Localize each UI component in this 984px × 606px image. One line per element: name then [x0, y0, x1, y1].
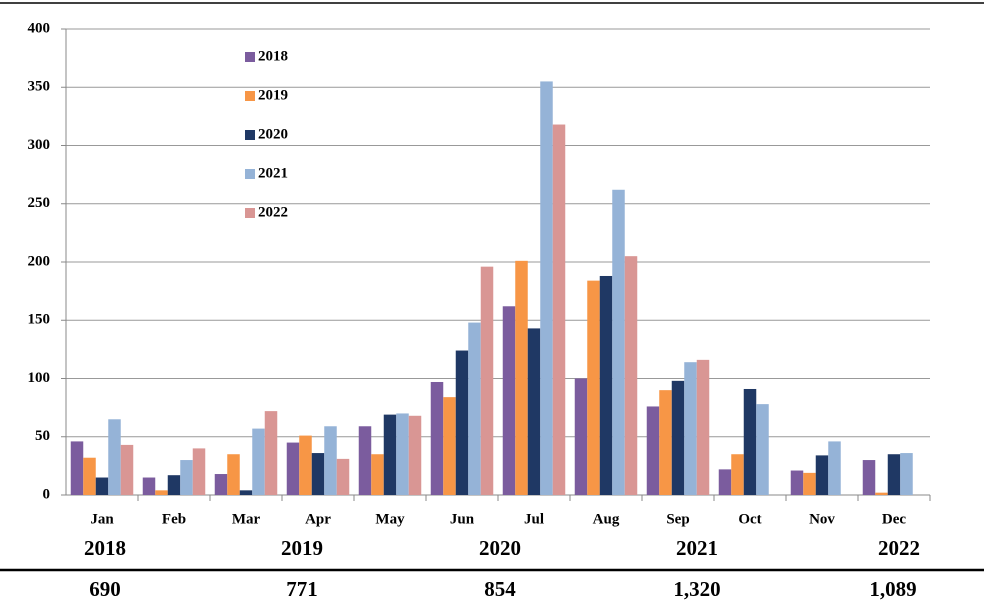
bar [286, 442, 300, 495]
bar [108, 419, 121, 495]
bar [900, 453, 913, 495]
x-tick-label: Aug [593, 511, 620, 527]
x-tick-label: Apr [305, 511, 331, 527]
y-tick-label: 50 [35, 428, 50, 444]
bar [192, 448, 206, 495]
legend-swatch [245, 169, 255, 179]
legend-label: 2019 [258, 87, 288, 103]
bar [468, 322, 481, 495]
bar [70, 441, 84, 495]
bar [671, 380, 685, 495]
bar [227, 454, 240, 495]
x-tick-label: Nov [809, 511, 835, 527]
bar [731, 454, 744, 495]
year-total: 690 [89, 577, 121, 601]
legend-label: 2018 [258, 48, 288, 64]
legend-label: 2021 [258, 165, 288, 181]
bar [142, 477, 156, 495]
year-total: 1,320 [673, 577, 720, 601]
bar [264, 411, 278, 495]
bar [502, 306, 516, 495]
bar [803, 472, 816, 495]
year-label: 2020 [479, 536, 521, 560]
bar [815, 455, 829, 495]
bar [336, 458, 350, 495]
legend-label: 2022 [258, 204, 288, 220]
bar [311, 453, 325, 495]
bar [396, 413, 409, 495]
year-label: 2019 [281, 536, 323, 560]
bar [743, 388, 757, 495]
bar [95, 477, 109, 495]
year-total: 771 [286, 577, 318, 601]
bar [515, 260, 528, 495]
legend-swatch [245, 130, 255, 140]
legend-label: 2020 [258, 126, 288, 142]
bar [167, 475, 181, 495]
bar [684, 362, 697, 495]
bar [120, 444, 134, 495]
x-tick-label: Jan [90, 511, 114, 527]
bar [696, 359, 710, 495]
bar [828, 441, 841, 495]
bar [574, 378, 588, 495]
legend-swatch [245, 91, 255, 101]
y-tick-label: 200 [28, 253, 51, 269]
bar [887, 454, 901, 495]
x-tick-label: Sep [666, 511, 689, 527]
bar [790, 470, 804, 495]
bar [299, 435, 312, 495]
year-label: 2018 [84, 536, 126, 560]
y-tick-label: 400 [28, 20, 51, 36]
legend-swatch [245, 52, 255, 62]
x-tick-label: May [375, 511, 405, 527]
x-tick-label: Feb [162, 511, 186, 527]
y-tick-label: 250 [28, 195, 51, 211]
bar [239, 490, 253, 495]
bar [480, 266, 494, 495]
bar [612, 189, 625, 495]
bar [875, 492, 888, 495]
bar [358, 426, 372, 495]
x-tick-label: Dec [882, 511, 906, 527]
x-tick-label: Mar [232, 511, 261, 527]
bar [383, 414, 397, 495]
year-label: 2021 [676, 536, 718, 560]
y-tick-label: 100 [28, 370, 51, 386]
bar [180, 460, 193, 495]
bar [624, 256, 638, 495]
y-tick-label: 350 [28, 79, 51, 95]
bar [155, 490, 168, 495]
bar [443, 397, 456, 495]
year-total: 1,089 [869, 577, 916, 601]
bar [862, 460, 876, 495]
bar [599, 275, 613, 495]
y-tick-label: 0 [43, 486, 51, 502]
x-tick-label: Jun [450, 511, 475, 527]
bar [659, 390, 672, 495]
bar [718, 469, 732, 495]
bar [540, 81, 553, 496]
year-label: 2022 [878, 536, 920, 560]
bar [371, 454, 384, 495]
bar [587, 280, 600, 495]
bar [552, 124, 566, 495]
bar [252, 428, 265, 495]
bar [430, 381, 444, 495]
bar [756, 404, 769, 495]
y-tick-label: 300 [28, 137, 51, 153]
bar [83, 457, 96, 495]
bar [455, 350, 469, 495]
bar [214, 474, 228, 495]
y-tick-label: 150 [28, 312, 51, 328]
bar [324, 426, 337, 495]
legend-swatch [245, 208, 255, 218]
bar [527, 328, 541, 495]
bar [646, 406, 660, 495]
year-total: 854 [484, 577, 516, 601]
x-tick-label: Jul [524, 511, 544, 527]
x-tick-label: Oct [738, 511, 761, 527]
bar [408, 415, 422, 495]
